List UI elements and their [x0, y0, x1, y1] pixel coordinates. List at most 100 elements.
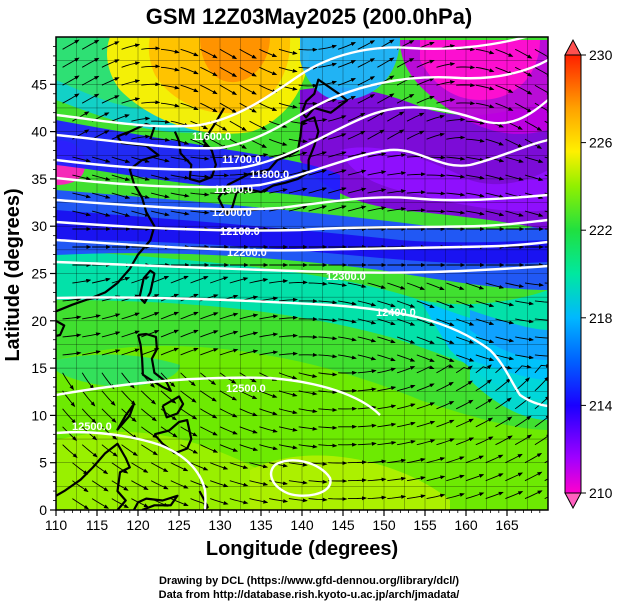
streamline-481 — [190, 156, 210, 161]
streamline-165 — [357, 387, 377, 392]
streamline-419 — [446, 210, 466, 215]
streamline-636 — [278, 48, 298, 55]
streamline-258 — [219, 312, 239, 320]
streamline-518 — [426, 132, 445, 140]
streamline-465 — [367, 170, 387, 176]
streamline-557 — [200, 102, 218, 113]
contour-line-11600 — [56, 37, 530, 128]
streamline-207 — [200, 348, 219, 356]
streamline-522 — [505, 138, 523, 148]
streamline-434 — [249, 189, 269, 194]
streamline-257 — [200, 312, 219, 320]
streamline-543 — [426, 114, 445, 122]
streamline-211 — [278, 351, 298, 356]
streamline-82 — [200, 444, 219, 453]
streamline-76 — [81, 444, 98, 458]
streamline-593 — [416, 77, 435, 86]
streamline-132 — [200, 408, 218, 419]
streamline-18 — [426, 493, 446, 500]
streamline-423 — [524, 210, 544, 217]
streamline-199 — [534, 363, 548, 374]
streamline-4 — [150, 498, 169, 507]
streamline-108 — [219, 426, 238, 435]
y-tick-label: 15 — [31, 360, 47, 376]
streamline-294 — [436, 300, 455, 308]
streamline-519 — [446, 135, 466, 140]
streamline-582 — [200, 84, 218, 95]
streamline-301 — [92, 277, 111, 284]
streamline-203 — [121, 348, 140, 356]
streamline-190 — [357, 369, 377, 374]
streamline-213 — [318, 354, 338, 359]
streamline-491 — [387, 153, 407, 158]
streamline-321 — [485, 282, 505, 289]
streamline-503 — [131, 134, 151, 140]
streamline-401 — [91, 210, 111, 217]
streamline-275 — [62, 297, 82, 302]
streamline-158 — [219, 390, 238, 401]
streamline-540 — [367, 111, 385, 122]
contour-label-11700: 11700.0 — [222, 154, 261, 166]
streamline-429 — [150, 192, 170, 199]
streamline-415 — [367, 206, 387, 212]
colorbar: 210 214 218 222 226 230 — [564, 38, 613, 510]
streamline-433 — [229, 190, 249, 195]
coastline-segment — [173, 107, 226, 183]
coastline-segment — [161, 395, 185, 419]
height-contours — [56, 37, 548, 510]
x-tick-label: 115 — [86, 517, 109, 533]
streamline-565 — [357, 94, 376, 104]
streamline-176 — [81, 372, 95, 390]
streamline-59 — [249, 462, 269, 469]
streamline-83 — [219, 444, 239, 452]
streamline-305 — [170, 275, 189, 284]
streamline-235 — [259, 332, 279, 338]
streamline-34 — [249, 480, 269, 486]
streamline-231 — [180, 329, 199, 338]
streamline-537 — [308, 118, 328, 123]
streamline-122 — [495, 416, 513, 428]
streamline-7 — [210, 498, 229, 505]
streamline-168 — [416, 383, 435, 392]
streamline-627 — [101, 41, 120, 50]
contour-label-11600: 11600.0 — [192, 131, 231, 143]
streamline-572 — [495, 102, 514, 111]
streamline-464 — [347, 169, 367, 176]
streamline-88 — [318, 443, 338, 448]
streamline-215 — [357, 354, 377, 361]
streamline-624 — [534, 66, 548, 77]
streamline-629 — [141, 46, 161, 51]
streamline-617 — [396, 58, 415, 68]
streamline-414 — [347, 205, 367, 212]
streamline-466 — [387, 171, 407, 176]
streamline-606 — [180, 66, 199, 75]
streamline-450 — [72, 174, 92, 181]
temp-region-19 — [56, 120, 340, 200]
streamline-510 — [269, 138, 288, 146]
streamline-149 — [534, 395, 548, 410]
streamline-32 — [210, 480, 229, 488]
contour-label-12000: 12000.0 — [212, 207, 252, 219]
streamline-528 — [131, 116, 151, 122]
contour-label-12200: 12200.0 — [227, 247, 267, 259]
streamline-157 — [200, 390, 217, 402]
streamline-615 — [357, 58, 376, 68]
streamline-155 — [160, 390, 177, 404]
streamline-175 — [62, 372, 74, 391]
streamline-141 — [377, 404, 397, 410]
streamline-113 — [318, 425, 338, 430]
streamline-425 — [72, 192, 92, 199]
streamline-75 — [62, 444, 78, 458]
streamline-178 — [121, 372, 135, 389]
streamline-28 — [131, 480, 149, 490]
streamline-11 — [288, 498, 308, 503]
streamline-320 — [465, 282, 485, 290]
streamline-533 — [229, 120, 247, 131]
streamline-475 — [72, 156, 92, 163]
streamline-154 — [140, 390, 157, 405]
temp-region-20 — [470, 360, 548, 420]
streamline-421 — [485, 210, 505, 217]
streamline-126 — [81, 408, 97, 424]
streamline-133 — [219, 408, 238, 418]
contour-line-12500 — [56, 376, 381, 416]
